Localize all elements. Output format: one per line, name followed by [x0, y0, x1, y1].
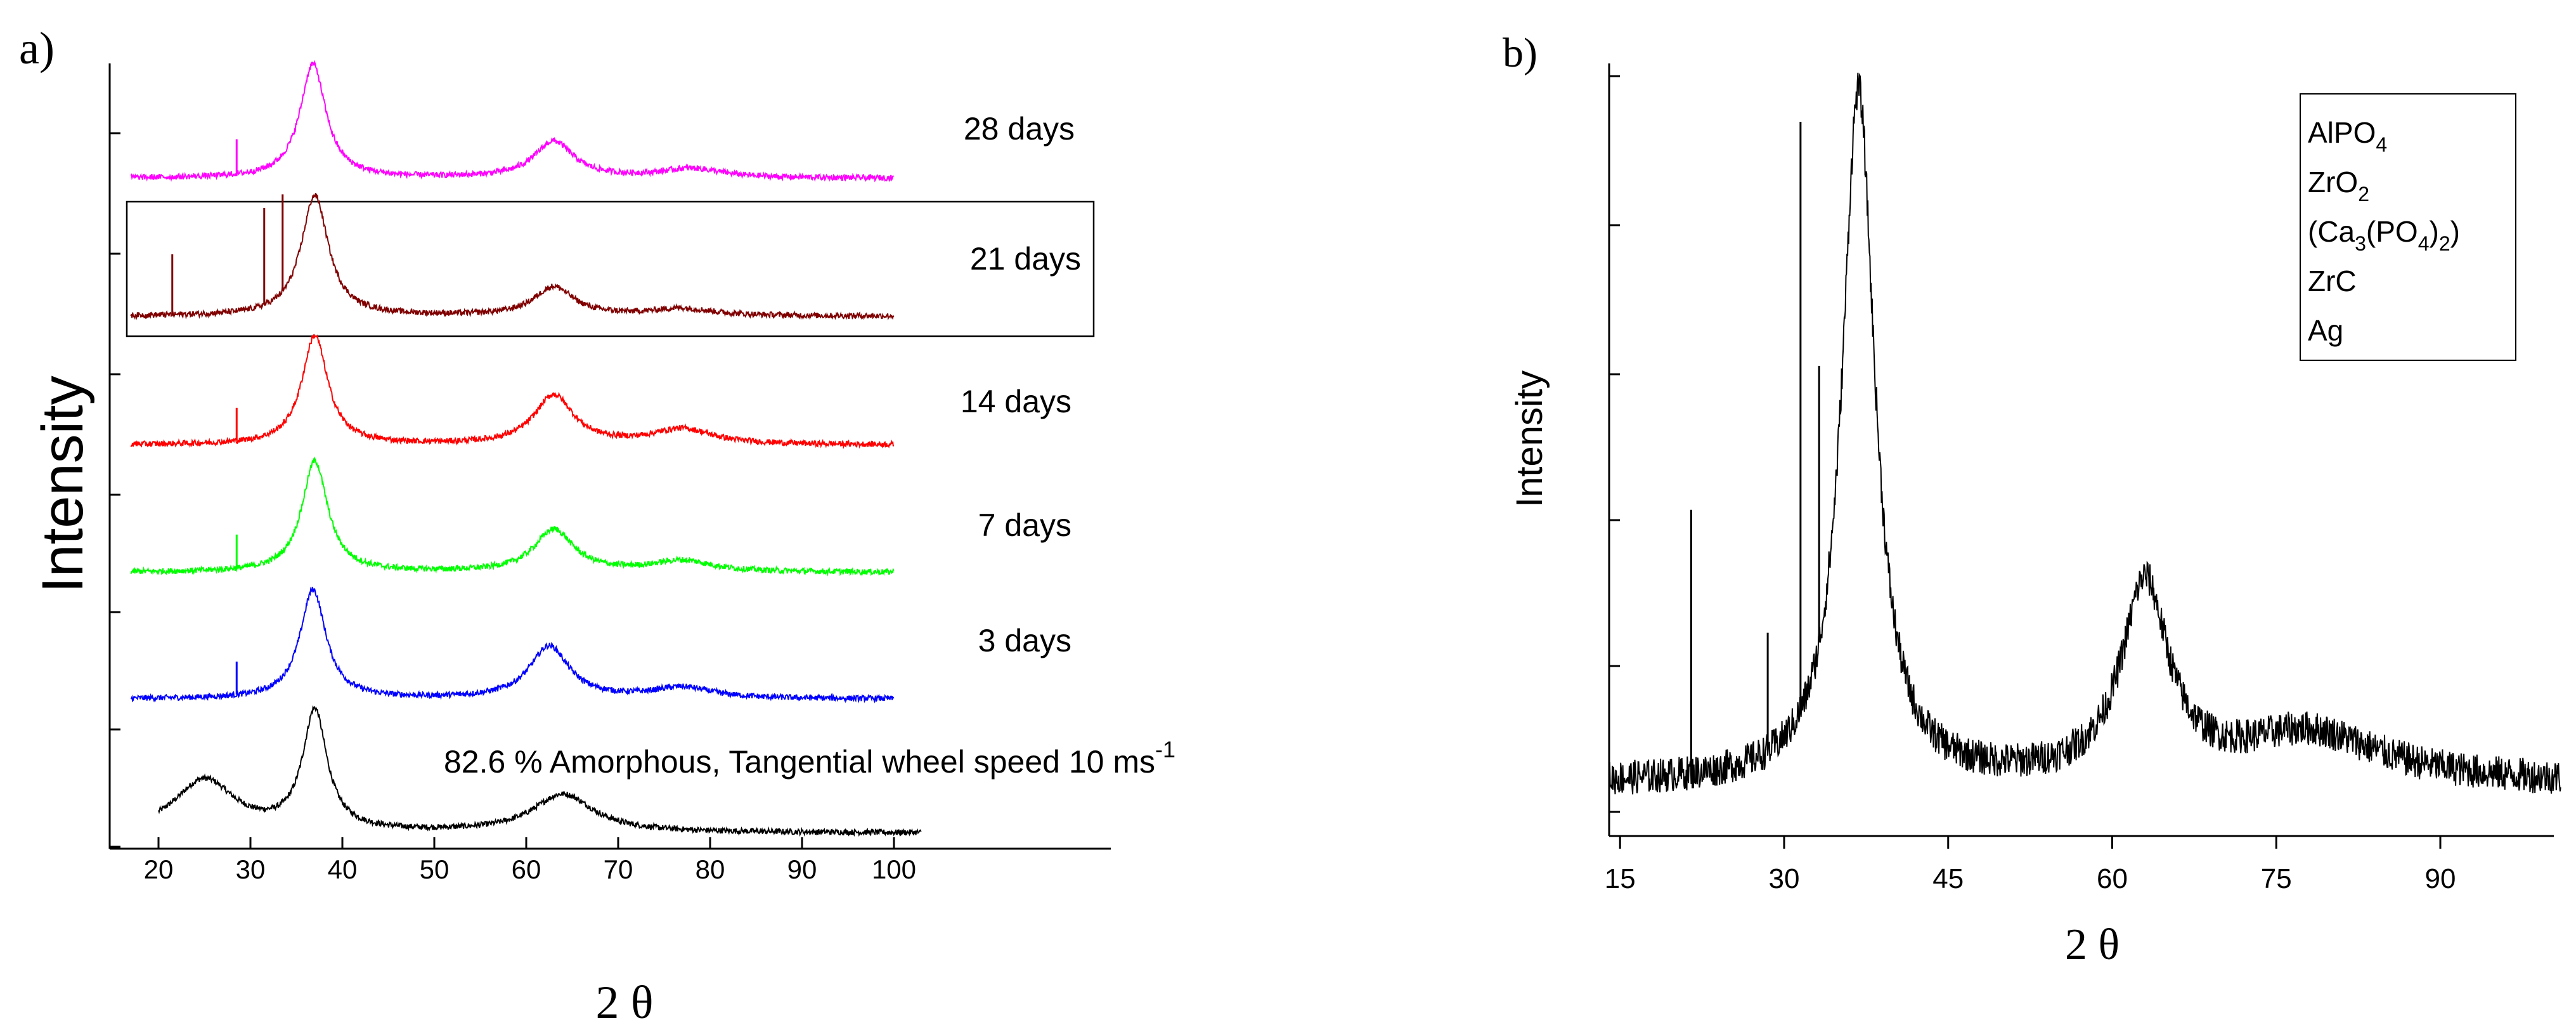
panel-b-y-ticks	[1609, 75, 1620, 813]
x-tick-label: 80	[696, 854, 725, 884]
legend-item-ag: Ag	[2308, 314, 2343, 347]
x-tick-label: 40	[328, 854, 358, 884]
series-line	[130, 456, 895, 577]
series-2: 7 days	[130, 456, 1071, 577]
series-1: 3 days	[130, 586, 1071, 704]
panel-b-label: b)	[1503, 30, 1537, 76]
series-4: 21 days	[130, 193, 1081, 321]
x-tick-label: 30	[236, 854, 266, 884]
x-tick-label: 50	[420, 854, 450, 884]
panel-a-label: a)	[19, 23, 55, 74]
legend-item-calcium-phosphate: (Ca3(PO4)2)	[2308, 215, 2460, 255]
x-tick-label: 60	[512, 854, 541, 884]
series-line	[130, 586, 895, 704]
panel-b: b) 15 30 45 60 75 90 Intensity 2 θ AlPO4 ZrO2…	[1503, 30, 2561, 969]
series-label: 3 days	[978, 623, 1071, 658]
x-tick-label: 70	[604, 854, 633, 884]
series-line	[158, 705, 922, 837]
series-line	[130, 60, 895, 183]
series-label: 28 days	[964, 111, 1075, 147]
x-tick-label: 45	[1932, 863, 1964, 894]
x-tick-label: 60	[2097, 863, 2128, 894]
x-tick-label: 90	[787, 854, 817, 884]
panel-a-xlabel: 2 θ	[596, 977, 654, 1029]
x-tick-label: 90	[2425, 863, 2456, 894]
panel-b-ylabel: Intensity	[1509, 370, 1550, 507]
panel-b-series	[1608, 72, 2561, 795]
series-line	[130, 193, 895, 321]
legend: AlPO4 ZrO2 (Ca3(PO4)2) ZrC Ag	[2300, 93, 2516, 361]
legend-item-alpo4: AlPO4	[2308, 116, 2387, 156]
series-label: 14 days	[961, 384, 1071, 419]
series-line	[1608, 72, 2561, 795]
panel-a-y-ticks	[110, 132, 120, 848]
panel-b-xlabel: 2 θ	[2065, 920, 2120, 969]
series-5: 28 days	[130, 60, 1075, 183]
series-label: 82.6 % Amorphous, Tangential wheel speed…	[444, 736, 1175, 780]
x-tick-label: 15	[1605, 863, 1636, 894]
panel-a-ylabel: Intensity	[30, 376, 95, 593]
legend-item-zro2: ZrO2	[2308, 166, 2369, 206]
series-0: 82.6 % Amorphous, Tangential wheel speed…	[158, 705, 1175, 837]
panel-b-x-ticks: 15 30 45 60 75 90	[1605, 836, 2456, 894]
panel-a: a) 20 30 40 50 60 70 80 90 100 82.6 % Amorphous,…	[19, 23, 1175, 1029]
legend-box	[2300, 93, 2516, 361]
x-tick-label: 75	[2261, 863, 2292, 894]
x-tick-label: 30	[1769, 863, 1800, 894]
series-label: 7 days	[978, 507, 1071, 543]
legend-item-zrc: ZrC	[2308, 265, 2357, 297]
series-line	[130, 334, 895, 450]
highlight-box-21-days	[126, 200, 1095, 337]
series-label: 21 days	[970, 241, 1081, 277]
series-3: 14 days	[130, 334, 1071, 450]
panel-a-series: 82.6 % Amorphous, Tangential wheel speed…	[130, 60, 1175, 837]
x-tick-label: 20	[144, 854, 174, 884]
x-tick-label: 100	[872, 854, 916, 884]
panel-a-x-ticks: 20 30 40 50 60 70 80 90 100	[144, 837, 916, 884]
